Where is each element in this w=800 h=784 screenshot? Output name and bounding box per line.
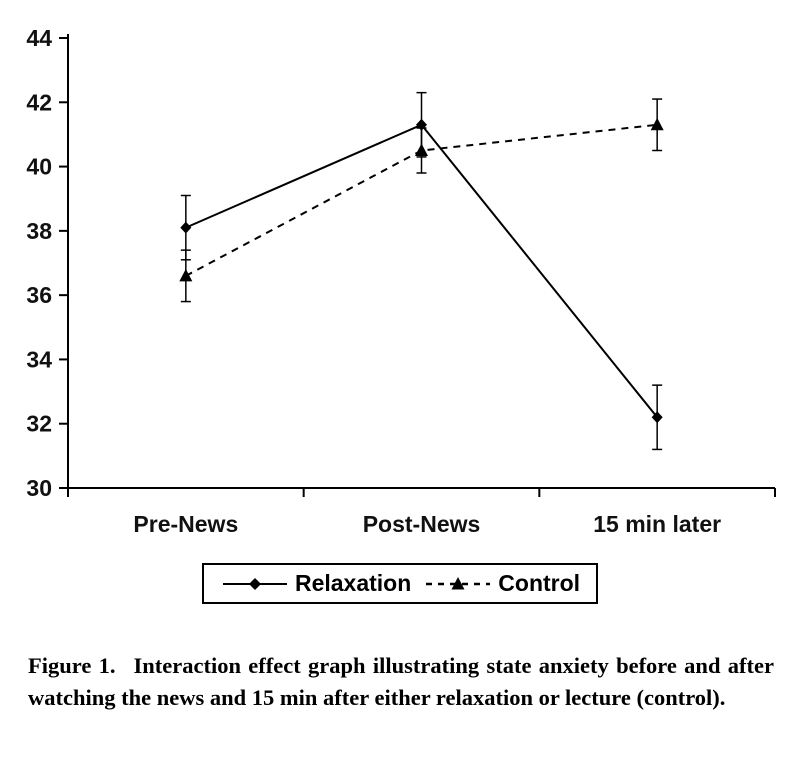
diamond-marker — [416, 118, 427, 131]
x-category-label: Post-News — [363, 511, 481, 537]
y-tick-label: 36 — [26, 282, 52, 308]
y-tick-label: 32 — [26, 411, 52, 437]
y-tick-label: 44 — [26, 25, 52, 51]
state-anxiety-line-chart: 30 32 34 36 38 40 42 44 Pre-News Post-News 15 min … — [26, 25, 776, 537]
triangle-marker — [179, 268, 193, 282]
legend-label-relaxation: Relaxation — [294, 570, 412, 596]
control-line-icon — [426, 576, 491, 589]
triangle-marker — [415, 143, 428, 156]
diamond-marker — [180, 221, 192, 234]
diamond-marker — [651, 411, 663, 424]
y-tick-label: 40 — [26, 154, 52, 180]
legend-row: Relaxation Control — [0, 563, 800, 604]
figure-caption: Figure 1. Interaction effect graph illust… — [28, 650, 774, 714]
legend-item-relaxation: Relaxation — [222, 570, 411, 597]
legend-item-control: Control — [425, 570, 580, 597]
chart-legend: Relaxation Control — [201, 563, 599, 604]
x-category-label: 15 min later — [593, 511, 721, 537]
y-tick-label: 34 — [26, 346, 52, 372]
relaxation-line-icon — [222, 577, 287, 590]
y-tick-label: 30 — [26, 475, 52, 501]
figure-caption-label: Figure 1. — [28, 653, 116, 678]
figure-caption-text: Interaction effect graph illustrating st… — [28, 653, 774, 710]
y-tick-label: 38 — [26, 218, 52, 244]
triangle-marker — [650, 117, 664, 131]
legend-label-control: Control — [498, 570, 581, 596]
x-category-label: Pre-News — [133, 511, 238, 537]
y-tick-label: 42 — [26, 89, 52, 115]
